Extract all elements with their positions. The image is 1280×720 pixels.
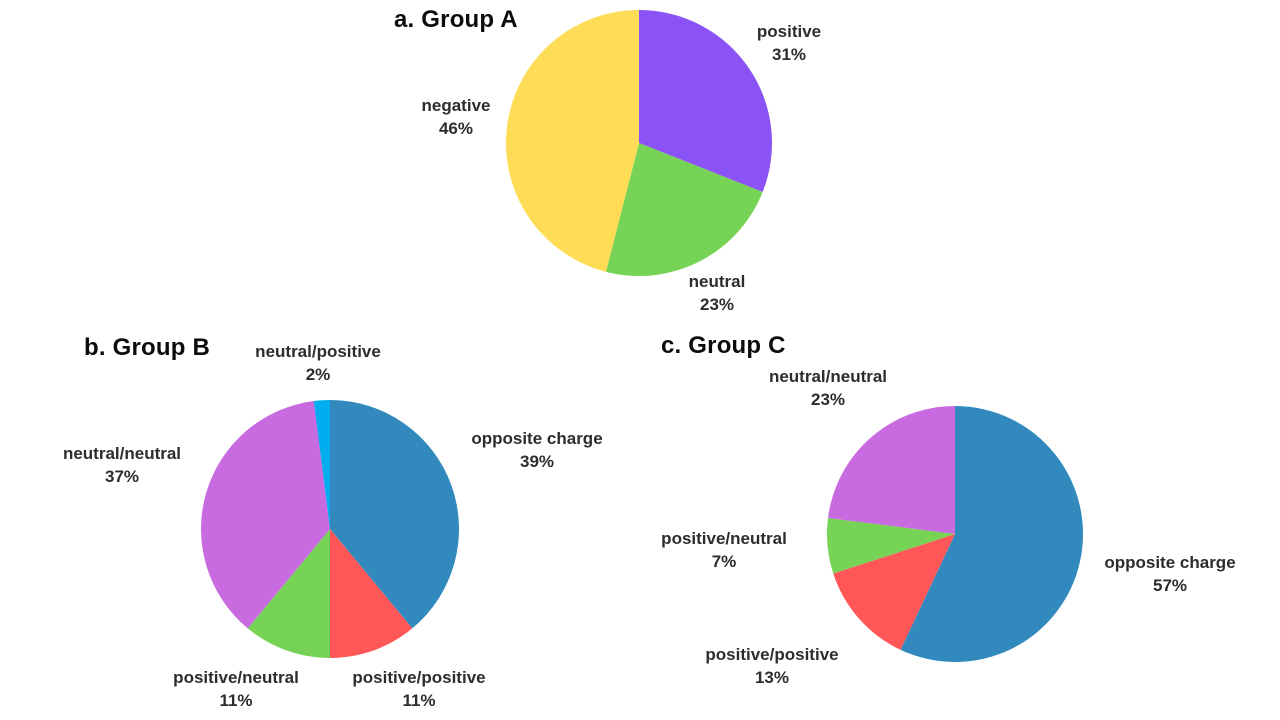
- slice-percent: 31%: [771, 45, 807, 64]
- label-group-a-neutral: neutral 23%: [689, 270, 746, 316]
- label-group-b-opposite-charge: opposite charge 39%: [471, 427, 602, 473]
- slice-percent: 2%: [305, 365, 331, 384]
- slice-label: positive: [756, 22, 822, 41]
- pie-slice-positive-neutral: [827, 517, 955, 574]
- slice-percent: 37%: [104, 467, 140, 486]
- slice-label: positive/positive: [705, 645, 839, 664]
- slice-percent: 7%: [711, 552, 737, 571]
- slice-label: positive/neutral: [173, 668, 299, 687]
- label-group-a-positive: positive 31%: [757, 20, 821, 66]
- slice-percent: 46%: [438, 119, 474, 138]
- pie-chart-group-c: [827, 406, 1083, 662]
- slice-percent: 23%: [699, 295, 735, 314]
- pie-slice-positive-positive: [330, 529, 413, 658]
- label-group-b-neutral-neutral: neutral/neutral 37%: [63, 442, 181, 488]
- label-group-c-opposite-charge: opposite charge 57%: [1104, 551, 1235, 597]
- pie-slice-positive-positive: [833, 534, 955, 650]
- label-group-c-positive-positive: positive/positive 13%: [705, 643, 838, 689]
- pie-slice-neutral-positive: [313, 400, 330, 529]
- slice-label: neutral/positive: [255, 342, 381, 361]
- pie-slice-neutral-neutral: [828, 406, 955, 534]
- slice-label: neutral/neutral: [768, 367, 888, 386]
- label-group-c-positive-neutral: positive/neutral 7%: [661, 527, 787, 573]
- slice-percent: 39%: [519, 452, 555, 471]
- slice-percent: 11%: [219, 691, 253, 710]
- pie-slice-opposite-charge: [900, 406, 1083, 662]
- slice-label: neutral/neutral: [62, 444, 182, 463]
- slice-label: opposite charge: [471, 429, 603, 448]
- slice-label: positive/neutral: [661, 529, 787, 548]
- pie-chart-group-b: [201, 400, 459, 658]
- slice-label: neutral: [688, 272, 746, 291]
- chart-b-title: b. Group B: [84, 334, 210, 361]
- chart-c-title: c. Group C: [661, 332, 786, 359]
- slice-percent: 13%: [754, 668, 790, 687]
- pie-slice-positive-neutral: [247, 529, 330, 658]
- slice-label: opposite charge: [1104, 553, 1236, 572]
- pie-slice-neutral: [605, 143, 763, 276]
- slice-percent: 23%: [810, 390, 846, 409]
- label-group-b-positive-neutral: positive/neutral 11%: [173, 666, 299, 712]
- pie-slice-opposite-charge: [330, 400, 459, 629]
- slice-label: positive/positive: [352, 668, 486, 687]
- pie-slice-positive: [639, 10, 772, 192]
- slice-label: negative: [421, 96, 491, 115]
- slice-percent: 11%: [402, 691, 436, 710]
- label-group-a-negative: negative 46%: [422, 94, 491, 140]
- label-group-b-neutral-positive: neutral/positive 2%: [255, 340, 381, 386]
- pie-chart-group-a: [506, 10, 772, 276]
- pie-slice-negative: [506, 10, 639, 272]
- pie-slice-neutral-neutral: [201, 401, 330, 629]
- label-group-b-positive-positive: positive/positive 11%: [352, 666, 485, 712]
- label-group-c-neutral-neutral: neutral/neutral 23%: [769, 365, 887, 411]
- slice-percent: 57%: [1152, 576, 1188, 595]
- chart-a-title: a. Group A: [394, 6, 518, 33]
